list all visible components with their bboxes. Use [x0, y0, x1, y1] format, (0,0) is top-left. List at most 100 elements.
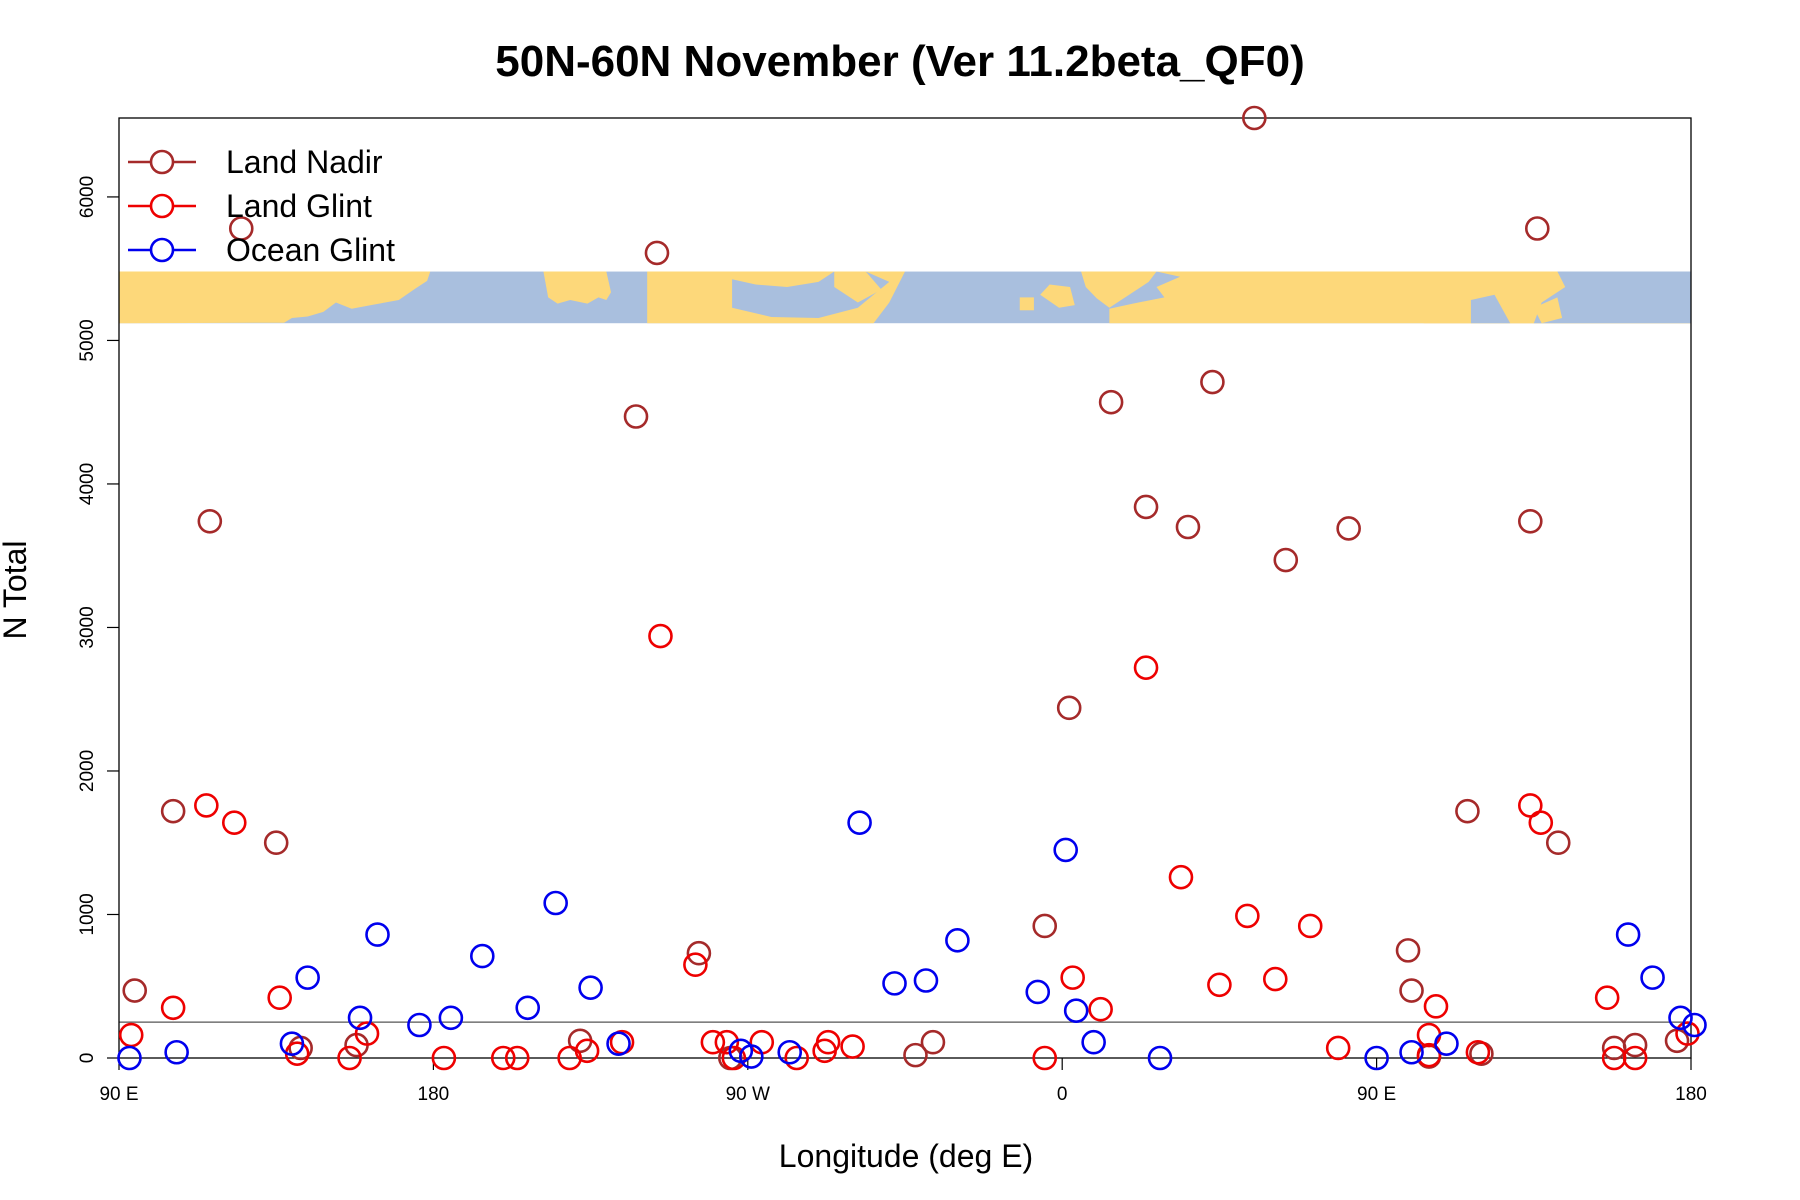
ocean-pacific-east	[1533, 271, 1691, 324]
data-point	[194, 793, 219, 818]
data-point	[1545, 830, 1571, 856]
data-point	[295, 965, 320, 990]
data-point	[557, 1045, 582, 1071]
data-point	[738, 1044, 764, 1069]
data-point	[160, 798, 186, 824]
data-point	[1025, 979, 1051, 1005]
x-tick-label: 90 E	[1357, 1084, 1396, 1105]
data-point	[1455, 798, 1480, 824]
x-axis: 90 E 180 90 W 0 90 E 180	[99, 1058, 1707, 1105]
data-point	[118, 1022, 144, 1048]
data-points	[117, 105, 1707, 1071]
data-point	[504, 1045, 530, 1071]
data-point	[623, 404, 649, 429]
data-point	[683, 952, 708, 978]
data-point	[1133, 494, 1159, 520]
land-labrador	[834, 271, 882, 303]
data-point	[1622, 1032, 1648, 1058]
data-point	[160, 995, 186, 1021]
data-point	[686, 940, 712, 966]
data-point	[882, 971, 907, 996]
data-point	[1395, 938, 1421, 963]
data-point	[1262, 966, 1288, 992]
data-point	[543, 890, 568, 916]
y-tick-label: 5000	[77, 319, 98, 361]
legend-marker	[149, 193, 175, 219]
data-point	[1423, 994, 1449, 1019]
x-tick-label: 0	[1057, 1084, 1068, 1105]
data-point	[365, 922, 390, 947]
data-point	[721, 1045, 747, 1071]
legend-label: Land Nadir	[226, 144, 383, 180]
data-point	[1297, 913, 1323, 939]
series-land-glint	[118, 623, 1700, 1071]
data-point	[1682, 1012, 1707, 1038]
data-point	[700, 1029, 726, 1055]
data-point	[1528, 810, 1554, 835]
land-eurasia-west	[119, 271, 431, 324]
data-point	[267, 985, 292, 1011]
data-point	[279, 1031, 305, 1056]
data-point	[648, 623, 673, 649]
land-ireland	[1019, 297, 1034, 311]
data-point	[920, 1029, 946, 1055]
data-point	[1364, 1045, 1389, 1071]
data-point	[1434, 1031, 1459, 1056]
series-ocean-glint	[117, 810, 1707, 1071]
data-point	[221, 810, 247, 835]
data-point	[1325, 1035, 1351, 1061]
legend-label: Ocean Glint	[226, 232, 395, 268]
data-point	[117, 1045, 142, 1071]
data-point	[945, 928, 970, 953]
legend: Land Nadir Land Glint Ocean Glint	[128, 144, 395, 268]
data-point	[1416, 1042, 1442, 1068]
series-land-nadir	[122, 105, 1690, 1071]
data-point	[347, 1005, 373, 1031]
y-tick-label: 2000	[77, 750, 98, 792]
land-canada	[647, 271, 905, 324]
y-tick-label: 6000	[77, 176, 98, 218]
data-point	[1518, 508, 1543, 534]
data-point	[122, 978, 148, 1003]
data-point	[777, 1039, 803, 1065]
ocean-okhotsk	[1470, 294, 1511, 324]
legend-marker	[149, 149, 175, 175]
data-point	[1273, 547, 1299, 573]
data-point	[903, 1042, 928, 1068]
legend-label: Land Glint	[226, 188, 372, 224]
y-axis: 0 1000 2000 3000 4000 5000 6000	[77, 176, 119, 1063]
data-point	[749, 1029, 775, 1055]
x-axis-label: Longitude (deg E)	[779, 1138, 1033, 1174]
data-point	[354, 1021, 380, 1046]
x-tick-label: 90 W	[726, 1084, 770, 1105]
data-point	[1640, 965, 1665, 990]
data-point	[164, 1039, 189, 1065]
data-point	[1622, 1045, 1648, 1071]
x-tick-label: 180	[1675, 1084, 1707, 1105]
data-point	[1235, 903, 1260, 929]
data-point	[1200, 369, 1225, 395]
data-point	[644, 240, 670, 266]
data-point	[1168, 864, 1194, 890]
legend-marker	[149, 237, 175, 263]
world-map-strip	[119, 271, 1691, 324]
data-point	[1175, 514, 1201, 540]
data-point	[1098, 389, 1124, 415]
data-point	[407, 1012, 432, 1038]
data-point	[1524, 216, 1550, 241]
data-point	[1594, 985, 1620, 1011]
data-point	[1207, 972, 1232, 998]
chart-title: 50N-60N November (Ver 11.2beta_QF0)	[495, 37, 1305, 86]
data-point	[578, 975, 603, 1000]
data-point	[1133, 655, 1159, 680]
data-point	[1242, 105, 1267, 131]
data-point	[490, 1045, 516, 1071]
land-scandinavia	[1081, 271, 1157, 308]
land-kamchatka	[353, 287, 371, 306]
y-tick-label: 4000	[77, 463, 98, 505]
data-point	[1081, 1029, 1106, 1055]
data-point	[1465, 1039, 1491, 1065]
data-point	[197, 508, 223, 534]
data-point	[1060, 965, 1085, 990]
